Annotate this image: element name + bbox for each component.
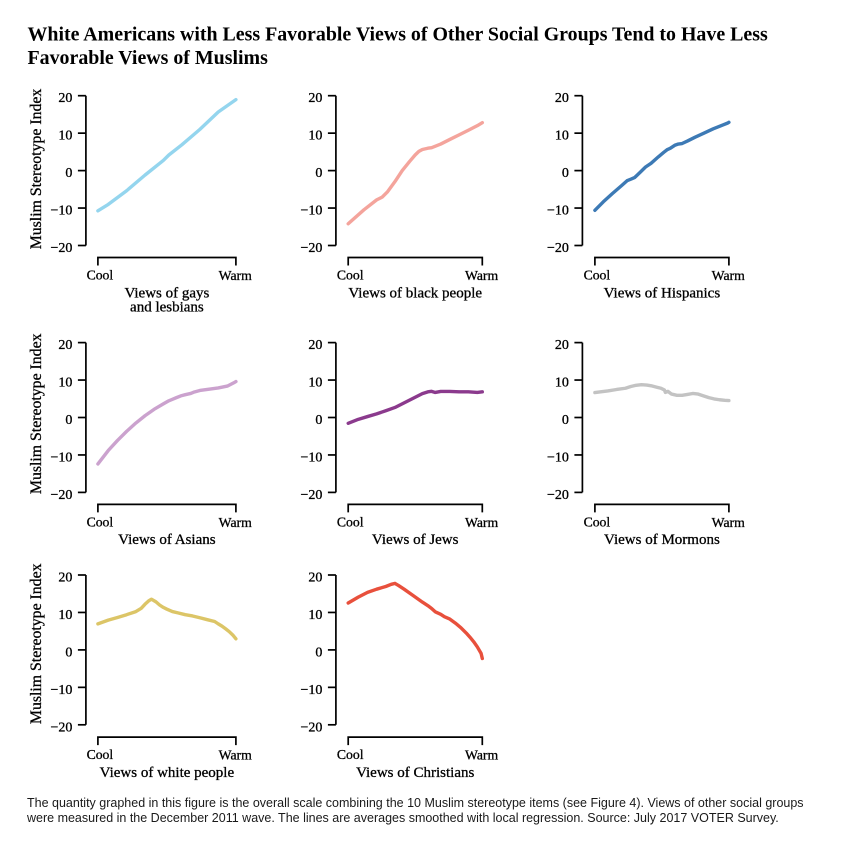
svg-text:20: 20	[58, 91, 72, 106]
svg-text:−10: −10	[50, 204, 72, 219]
svg-text:20: 20	[308, 91, 322, 106]
svg-text:−20: −20	[300, 720, 322, 735]
svg-text:were measured in the December: were measured in the December 2011 wave.…	[26, 811, 779, 825]
svg-text:Cool: Cool	[87, 747, 114, 762]
svg-text:Muslim Stereotype Index: Muslim Stereotype Index	[28, 333, 45, 494]
svg-text:Muslim Stereotype Index: Muslim Stereotype Index	[28, 89, 45, 250]
svg-text:−10: −10	[547, 450, 569, 465]
svg-text:Cool: Cool	[584, 514, 611, 529]
svg-text:0: 0	[562, 166, 569, 181]
svg-text:Cool: Cool	[87, 268, 114, 283]
svg-text:Views of Asians: Views of Asians	[118, 532, 216, 548]
svg-text:Cool: Cool	[337, 268, 364, 283]
svg-text:−10: −10	[300, 683, 322, 698]
svg-text:Muslim Stereotype Index: Muslim Stereotype Index	[28, 563, 45, 724]
svg-text:Warm: Warm	[465, 515, 498, 530]
svg-text:20: 20	[308, 338, 322, 353]
svg-text:−20: −20	[50, 720, 72, 735]
svg-text:White Americans with Less Favo: White Americans with Less Favorable View…	[28, 23, 768, 45]
svg-text:−20: −20	[300, 488, 322, 503]
svg-text:10: 10	[308, 608, 322, 623]
svg-text:20: 20	[58, 338, 72, 353]
svg-text:10: 10	[555, 129, 569, 144]
svg-text:The quantity graphed in this f: The quantity graphed in this figure is t…	[27, 796, 804, 810]
svg-text:10: 10	[58, 129, 72, 144]
svg-text:Warm: Warm	[712, 515, 745, 530]
svg-text:Warm: Warm	[465, 268, 498, 283]
svg-text:Favorable Views of Muslims: Favorable Views of Muslims	[28, 47, 269, 69]
svg-text:−10: −10	[300, 204, 322, 219]
svg-text:Views of Mormons: Views of Mormons	[604, 532, 720, 548]
svg-text:10: 10	[308, 376, 322, 391]
svg-text:Warm: Warm	[465, 748, 498, 763]
svg-text:−20: −20	[50, 241, 72, 256]
svg-text:0: 0	[562, 413, 569, 428]
svg-text:Views of white people: Views of white people	[100, 765, 235, 781]
svg-text:20: 20	[555, 91, 569, 106]
svg-text:−10: −10	[50, 450, 72, 465]
svg-text:20: 20	[555, 338, 569, 353]
svg-text:−10: −10	[50, 683, 72, 698]
svg-text:Warm: Warm	[219, 748, 252, 763]
svg-text:0: 0	[315, 645, 322, 660]
svg-text:−10: −10	[547, 204, 569, 219]
svg-text:0: 0	[65, 413, 72, 428]
svg-text:20: 20	[58, 571, 72, 586]
svg-text:10: 10	[308, 129, 322, 144]
svg-text:Warm: Warm	[219, 268, 252, 283]
svg-text:Cool: Cool	[584, 268, 611, 283]
svg-text:−20: −20	[50, 488, 72, 503]
svg-text:Views of Jews: Views of Jews	[372, 532, 459, 548]
svg-text:Views of gays: Views of gays	[124, 285, 209, 301]
svg-text:Warm: Warm	[712, 268, 745, 283]
svg-text:−20: −20	[547, 241, 569, 256]
svg-text:Warm: Warm	[219, 515, 252, 530]
svg-text:−20: −20	[547, 488, 569, 503]
svg-text:20: 20	[308, 571, 322, 586]
svg-text:Views of Christians: Views of Christians	[356, 765, 474, 781]
svg-text:10: 10	[58, 376, 72, 391]
svg-text:10: 10	[555, 376, 569, 391]
svg-text:Views of black people: Views of black people	[348, 285, 482, 301]
svg-text:−20: −20	[300, 241, 322, 256]
svg-text:0: 0	[65, 166, 72, 181]
svg-text:0: 0	[315, 413, 322, 428]
svg-text:0: 0	[315, 166, 322, 181]
svg-text:Cool: Cool	[87, 514, 114, 529]
svg-text:Cool: Cool	[337, 747, 364, 762]
svg-text:Cool: Cool	[337, 514, 364, 529]
svg-text:and lesbians: and lesbians	[130, 300, 204, 316]
svg-text:10: 10	[58, 608, 72, 623]
svg-text:0: 0	[65, 645, 72, 660]
svg-text:−10: −10	[300, 450, 322, 465]
svg-text:Views of Hispanics: Views of Hispanics	[604, 285, 721, 301]
